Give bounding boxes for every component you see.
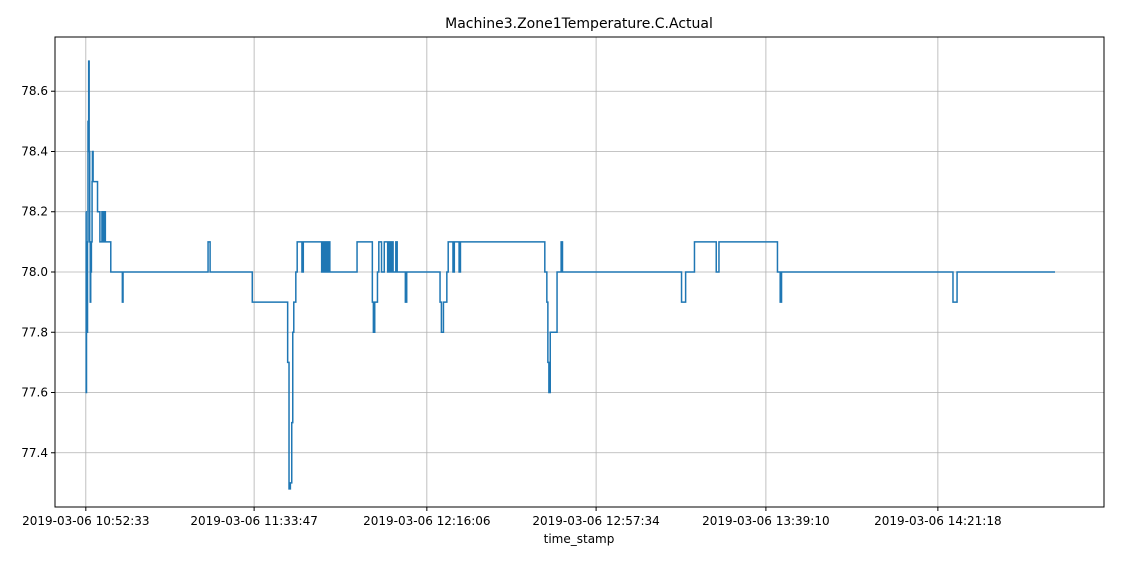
x-tick-label: 2019-03-06 14:21:18 [874, 514, 1001, 528]
y-tick-label: 78.2 [21, 205, 48, 219]
x-axis: 2019-03-06 10:52:33 2019-03-06 11:33:47 20… [22, 507, 1002, 528]
x-tick-label: 2019-03-06 11:33:47 [190, 514, 317, 528]
y-tick-label: 78.0 [21, 265, 48, 279]
series-group [85, 60, 1056, 490]
series-line [85, 60, 1056, 490]
y-tick-label: 78.4 [21, 144, 48, 158]
x-tick-label: 2019-03-06 12:57:34 [532, 514, 659, 528]
x-tick-label: 2019-03-06 13:39:10 [702, 514, 829, 528]
y-tick-label: 78.6 [21, 84, 48, 98]
y-tick-label: 77.8 [21, 325, 48, 339]
x-tick-label: 2019-03-06 12:16:06 [363, 514, 490, 528]
y-tick-label: 77.4 [21, 446, 48, 460]
x-tick-label: 2019-03-06 10:52:33 [22, 514, 149, 528]
y-axis: 77.4 77.6 77.8 78.0 78.2 78.4 78.6 [21, 84, 55, 460]
x-axis-title: time_stamp [544, 532, 615, 546]
chart-title: Machine3.Zone1Temperature.C.Actual [445, 16, 713, 32]
y-tick-label: 77.6 [21, 386, 48, 400]
